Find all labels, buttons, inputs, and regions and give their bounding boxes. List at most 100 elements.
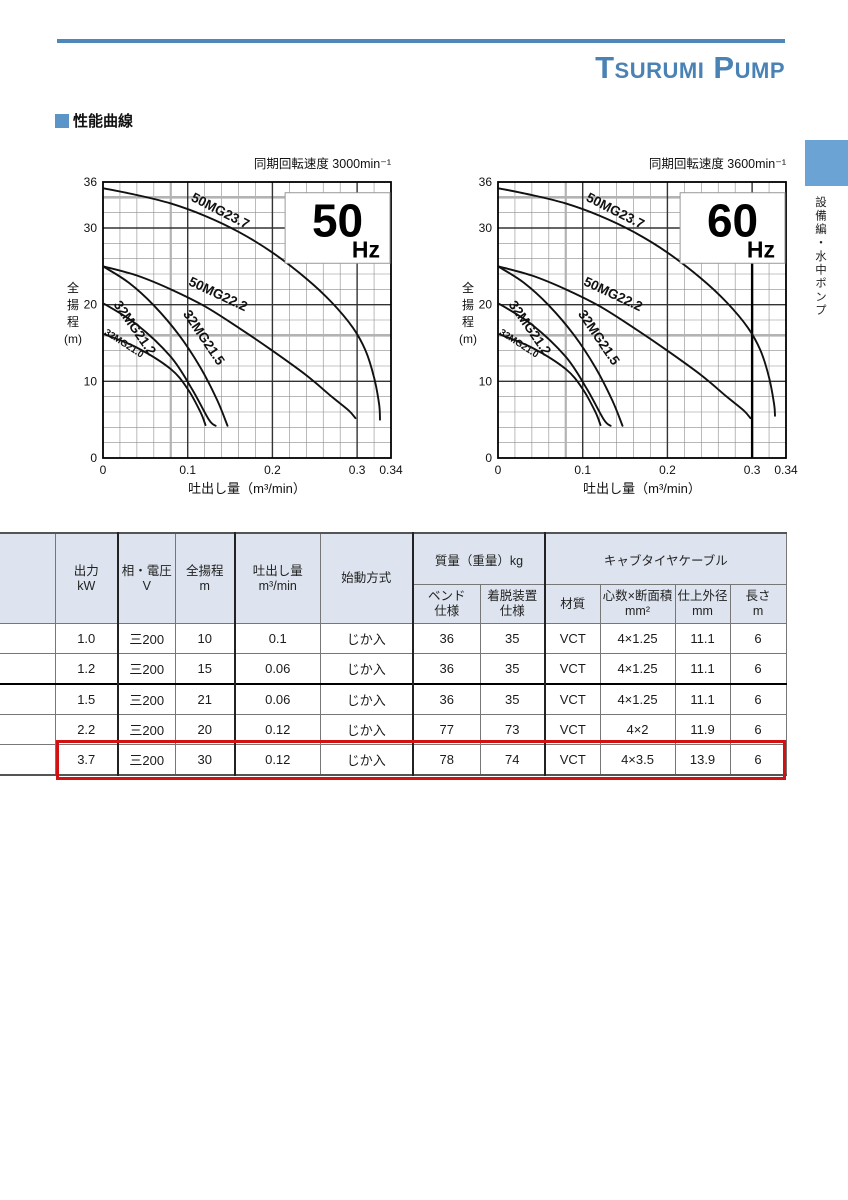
x-tick-label: 0.3 (349, 463, 366, 477)
header-unit: 仕様 (499, 604, 525, 618)
table-cell: 6 (729, 653, 787, 685)
curve-32MG21.0 (497, 332, 602, 426)
section-title-text: 性能曲線 (73, 113, 134, 130)
header-label: 出力 (73, 563, 99, 578)
y-tick-label: 0 (485, 451, 492, 465)
table-cell: 1.5 (54, 683, 119, 715)
table-row: 3.7 三200 30 0.12 じか入 78 74 VCT 4×3.5 13.9 6 (0, 744, 787, 776)
chart-title: 同期回転速度 3000min⁻¹ (254, 156, 391, 171)
table-cell: 35 (479, 653, 546, 685)
table-cell: 11.1 (674, 683, 731, 715)
table-cell: 13.9 (674, 744, 731, 776)
y-axis-label: 程 (462, 314, 474, 329)
y-axis-label: 程 (67, 314, 79, 329)
hz-unit: Hz (747, 236, 775, 262)
table-cell: 20 (174, 714, 236, 745)
x-axis-label: 吐出し量（m³/min） (188, 481, 306, 496)
y-axis-label: 揚 (67, 298, 79, 312)
x-tick-label: 0.34 (774, 463, 798, 477)
table-cell: 11.1 (674, 623, 731, 654)
table-cell (0, 744, 56, 776)
table-cell: 0.12 (234, 744, 321, 776)
header-label: 材質 (560, 596, 586, 611)
table-cell: 21 (174, 683, 236, 715)
y-tick-label: 10 (84, 374, 98, 388)
section-title: 性能曲線 (55, 110, 133, 131)
table-cell: じか入 (319, 714, 414, 745)
table-cell: 6 (729, 623, 787, 654)
table-cell: 36 (412, 653, 481, 685)
header-unit: m (752, 604, 764, 618)
table-cell: VCT (544, 623, 601, 654)
header-label: 長さ (745, 589, 771, 603)
y-tick-label: 36 (479, 175, 493, 189)
table-cell: 0.06 (234, 653, 321, 685)
header-unit: mm² (625, 604, 651, 618)
y-tick-label: 20 (84, 298, 98, 312)
curve-label-50MG23.7: 50MG23.7 (584, 190, 647, 232)
y-axis-label: 揚 (462, 298, 474, 312)
header-model (0, 532, 56, 624)
table-cell: じか入 (319, 623, 414, 654)
table-cell: 6 (729, 744, 787, 776)
table-cell: 74 (479, 744, 546, 776)
performance-chart-60hz: 同期回転速度 3600min⁻¹ 60 Hz 50MG23.7 50MG22.2 32MG… (453, 150, 803, 503)
table-row: 1.0 三200 10 0.1 じか入 36 35 VCT 4×1.25 11.1 6 (0, 623, 787, 654)
section-bullet-icon (55, 113, 69, 128)
header-detach-spec: 着脱装置 仕様 (479, 584, 546, 624)
table-cell: 36 (412, 683, 481, 715)
logo-part: SURUMI (614, 58, 705, 83)
header-unit: mm (692, 604, 713, 618)
table-cell: 78 (412, 744, 481, 776)
header-length: 長さ m (729, 584, 787, 624)
header-label: 心数×断面積 (602, 589, 673, 603)
table-cell: 4×3.5 (599, 744, 676, 776)
header-unit: V (142, 578, 151, 593)
table-cell: VCT (544, 653, 601, 685)
table-cell: 15 (174, 653, 236, 685)
logo-part: UMP (734, 58, 785, 83)
x-tick-label: 0.1 (574, 463, 591, 477)
table-cell: 36 (412, 623, 481, 654)
y-axis-label: (m) (459, 332, 477, 346)
spec-table-wrap: 出力 kW 相・電圧 V 全揚程 m 吐出し量 m³/min 始動方式 (0, 532, 787, 780)
table-cell: 73 (479, 714, 546, 745)
table-cell (0, 653, 56, 685)
table-row: 2.2 三200 20 0.12 じか入 77 73 VCT 4×2 11.9 6 (0, 714, 787, 745)
sidebar-tab (805, 140, 848, 186)
header-label: 吐出し量 (252, 563, 303, 578)
header-unit: 仕様 (434, 604, 460, 618)
table-cell: 三200 (117, 683, 176, 715)
curve-label-50MG23.7: 50MG23.7 (189, 190, 252, 232)
curve-50MG22.2 (497, 265, 752, 420)
x-axis-label: 吐出し量（m³/min） (583, 481, 701, 496)
hz-box (679, 192, 786, 264)
table-cell: 0.1 (234, 623, 321, 654)
x-tick-label: 0.2 (659, 463, 676, 477)
table-cell: 三200 (117, 744, 176, 776)
hz-unit: Hz (352, 236, 380, 262)
table-cell: 2.2 (54, 714, 119, 745)
y-axis-label: 全 (462, 280, 474, 295)
header-label: 始動方式 (341, 571, 392, 585)
table-cell (0, 683, 56, 715)
header-cable-group: キャブタイヤケーブル (544, 532, 787, 585)
header-outer-diameter: 仕上外径 mm (674, 584, 731, 624)
table-cell: 4×1.25 (599, 653, 676, 685)
header-label: 仕上外径 (677, 589, 728, 603)
table-cell: 11.1 (674, 653, 731, 685)
table-cell: 35 (479, 623, 546, 654)
table-row: 1.2 三200 15 0.06 じか入 36 35 VCT 4×1.25 11.1 6 (0, 653, 787, 685)
y-tick-label: 30 (84, 221, 98, 235)
header-total-head: 全揚程 m (174, 532, 236, 624)
table-cell: 1.2 (54, 653, 119, 685)
chart-title: 同期回転速度 3600min⁻¹ (649, 156, 786, 171)
table-cell: じか入 (319, 683, 414, 715)
header-mass-group: 質量（重量）kg (411, 532, 546, 585)
header-unit: kW (77, 578, 96, 593)
logo-part: T (595, 50, 615, 85)
y-tick-label: 0 (90, 451, 97, 465)
curve-50MG22.2 (102, 265, 357, 420)
header-unit: m (199, 578, 210, 593)
sidebar-section-label: 設備編・水中ポンプ (814, 196, 826, 318)
